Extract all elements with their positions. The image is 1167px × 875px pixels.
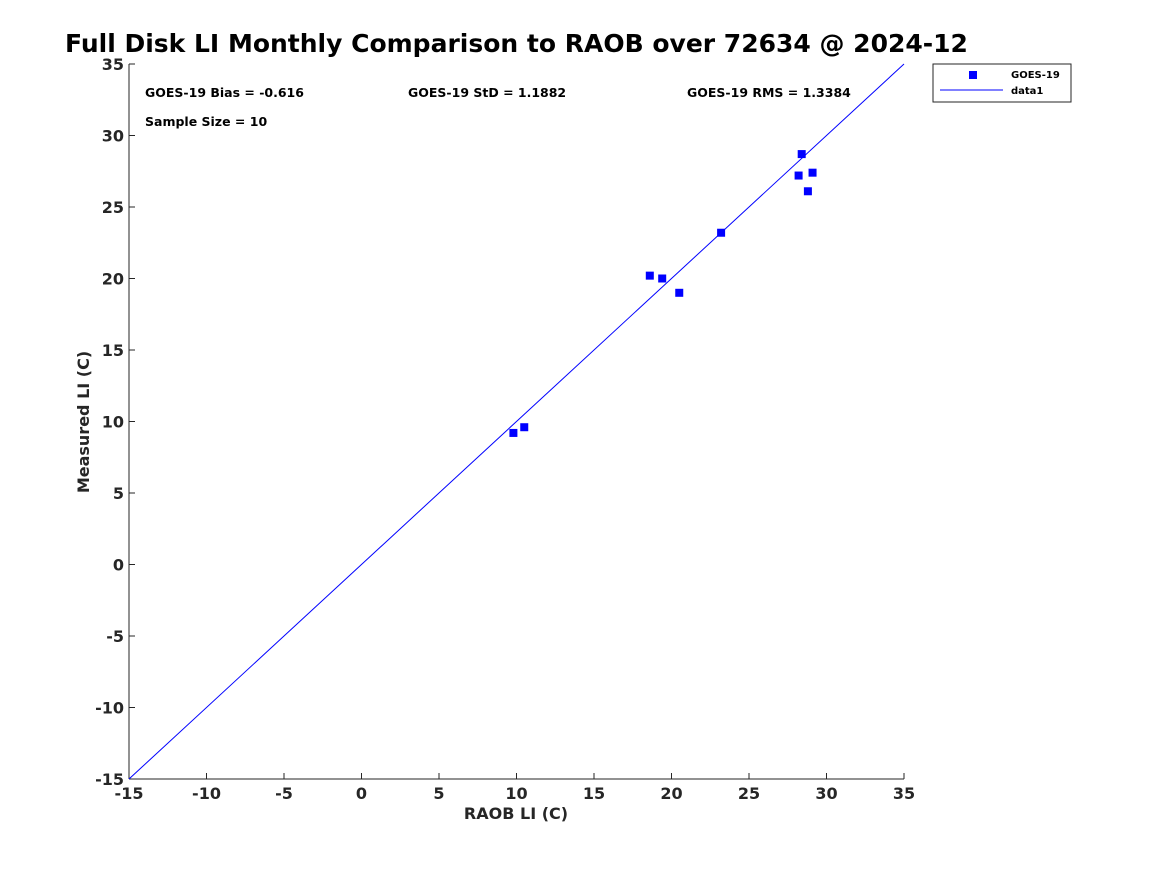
y-tick-label: 0 [113,556,124,575]
data-point [658,274,667,283]
scatter-points [509,150,817,437]
y-tick-label: 15 [102,341,124,360]
y-tick-label: 20 [102,270,124,289]
y-tick-label: 25 [102,198,124,217]
data-point [520,423,529,432]
y-tick-label: -10 [95,699,124,718]
y-tick-label: -15 [95,770,124,789]
data-point [808,168,817,177]
x-ticks: -15 -10 -5 0 5 10 15 20 25 30 35 [115,773,915,803]
x-tick-label: 0 [356,784,367,803]
y-tick-label: -5 [106,627,124,646]
y-tick-label: 10 [102,413,124,432]
x-tick-label: 30 [815,784,837,803]
data-point [509,428,518,437]
y-tick-label: 30 [102,127,124,146]
x-tick-label: 5 [433,784,444,803]
legend-label-data1: data1 [1011,86,1043,97]
chart-title: Full Disk LI Monthly Comparison to RAOB … [65,29,968,58]
bias-annotation: GOES-19 Bias = -0.616 [145,85,304,100]
legend-box [932,63,1072,103]
std-annotation: GOES-19 StD = 1.1882 [408,85,566,100]
x-tick-label: 10 [505,784,527,803]
rms-annotation: GOES-19 RMS = 1.3384 [687,85,851,100]
y-tick-label: 5 [113,484,124,503]
data-point [675,288,684,297]
legend-label-goes19: GOES-19 [1011,70,1060,81]
y-tick-label: 35 [102,55,124,74]
x-tick-label: -10 [192,784,221,803]
series-line-data1 [128,63,905,780]
y-axis-label: Measured LI (C) [74,351,93,493]
y-ticks: -15 -10 -5 0 5 10 15 20 25 30 35 [95,55,135,789]
data-point [803,187,812,196]
data-point [717,228,726,237]
data-point [645,271,654,280]
x-tick-label: -15 [115,784,144,803]
x-tick-label: 35 [893,784,915,803]
x-axis-label: RAOB LI (C) [464,804,568,823]
legend: GOES-19 data1 [932,63,1072,103]
data-point [794,171,803,180]
x-tick-label: 20 [660,784,682,803]
x-tick-label: -5 [275,784,293,803]
sample-size-annotation: Sample Size = 10 [145,114,267,129]
x-tick-label: 25 [738,784,760,803]
axes: -15 -10 -5 0 5 10 15 20 25 30 35 -15 -10 -5 0 5 10 15 20 2… [95,55,915,803]
legend-marker-goes19 [969,71,977,79]
data-point [797,150,806,159]
x-tick-label: 15 [583,784,605,803]
